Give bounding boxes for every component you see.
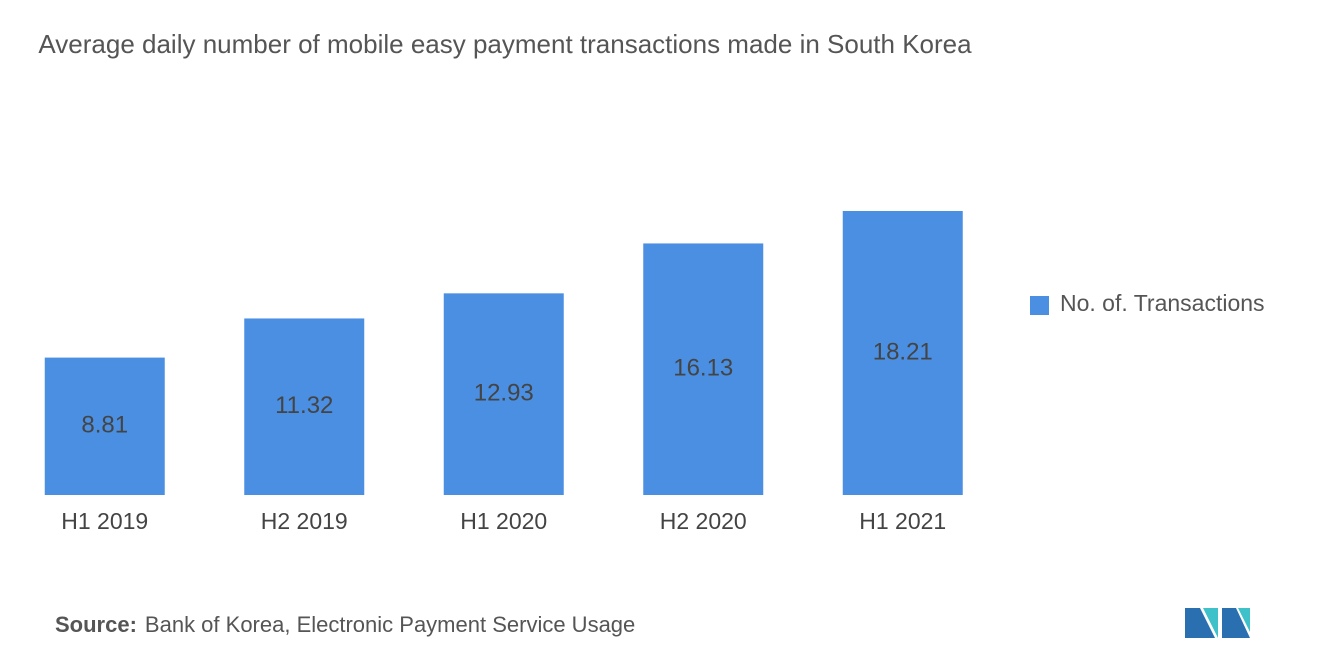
logo [1185, 608, 1250, 638]
chart-title: Average daily number of mobile easy paym… [38, 29, 972, 59]
x-tick-label: H1 2020 [460, 508, 547, 534]
source: Source: Bank of Korea, Electronic Payment… [55, 612, 635, 638]
bar [244, 318, 365, 495]
legend-label: No. of. Transactions [1060, 290, 1265, 316]
legend-swatch [1030, 296, 1049, 315]
bar [443, 293, 564, 495]
value-label: 18.21 [873, 338, 933, 365]
bar [643, 243, 764, 495]
source-text: Bank of Korea, Electronic Payment Servic… [144, 612, 636, 637]
source-label: Source: [55, 612, 137, 637]
x-tick-label: H1 2021 [859, 508, 946, 534]
x-tick-label: H2 2019 [261, 508, 348, 534]
value-label: 8.81 [81, 412, 128, 439]
value-label: 11.32 [275, 392, 333, 419]
x-tick-label: H1 2019 [61, 508, 148, 534]
bar [842, 211, 963, 495]
bar [44, 357, 165, 495]
x-tick-label: H2 2020 [660, 508, 747, 534]
value-label: 12.93 [474, 380, 534, 407]
value-label: 16.13 [673, 355, 733, 382]
